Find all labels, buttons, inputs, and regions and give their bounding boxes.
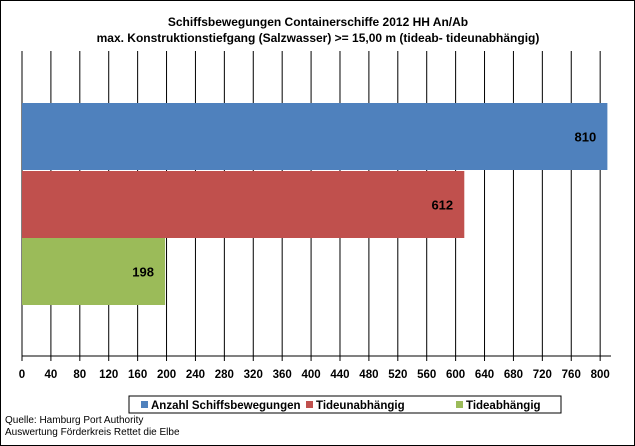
legend-label: Tideabhängig <box>466 400 541 412</box>
x-tick-label: 720 <box>533 369 552 381</box>
x-tick-label: 320 <box>244 369 263 381</box>
bar-value-label: 810 <box>575 130 597 145</box>
bars <box>22 103 608 305</box>
x-tick-label: 800 <box>591 369 610 381</box>
x-tick-label: 560 <box>417 369 436 381</box>
x-tick-label: 160 <box>128 369 147 381</box>
x-tick-label: 360 <box>273 369 292 381</box>
evaluation-note: Auswertung Förderkreis Rettet die Elbe <box>5 427 180 438</box>
legend-label: Anzahl Schiffsbewegungen <box>151 400 301 412</box>
x-tick-label: 200 <box>157 369 176 381</box>
x-tick-label: 120 <box>99 369 118 381</box>
legend-label: Tideunabhängig <box>316 400 405 412</box>
x-axis-tick-labels: 0 40 80 120 160 200 240 280 320 360 400 440 480 520 56… <box>19 369 610 381</box>
data-labels: 810 612 198 <box>132 130 596 280</box>
chart-title-line-2: max. Konstruktionstiefgang (Salzwasser) … <box>97 31 540 45</box>
x-tick-label: 280 <box>215 369 234 381</box>
x-tick-label: 400 <box>301 369 320 381</box>
legend-box <box>128 395 562 414</box>
x-tick-label: 80 <box>73 369 86 381</box>
bar-value-label: 198 <box>132 265 154 280</box>
chart-title-line-1: Schiffsbewegungen Containerschiffe 2012 … <box>168 15 468 29</box>
x-tick-label: 520 <box>388 369 407 381</box>
x-tick-label: 640 <box>475 369 494 381</box>
bar-1 <box>22 103 608 170</box>
source-note: Quelle: Hamburg Port Authority <box>5 415 144 426</box>
bar-3 <box>22 238 166 305</box>
x-axis <box>21 355 611 361</box>
x-tick-label: 600 <box>446 369 465 381</box>
x-tick-label: 760 <box>562 369 581 381</box>
x-tick-label: 240 <box>186 369 205 381</box>
chart-title: Schiffsbewegungen Containerschiffe 2012 … <box>97 15 540 45</box>
x-tick-label: 440 <box>330 369 349 381</box>
bar-value-label: 612 <box>431 198 453 213</box>
legend-swatch <box>306 401 313 408</box>
x-tick-label: 680 <box>504 369 523 381</box>
bar-2 <box>22 171 465 238</box>
x-tick-label: 0 <box>19 369 25 381</box>
x-tick-label: 40 <box>45 369 58 381</box>
legend: Anzahl Schiffsbewegungen Tideunabhängig Ti… <box>128 395 562 414</box>
x-tick-label: 480 <box>359 369 378 381</box>
legend-swatch <box>141 401 148 408</box>
legend-swatch <box>456 401 463 408</box>
